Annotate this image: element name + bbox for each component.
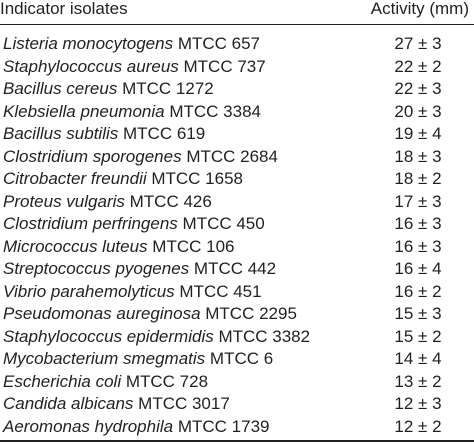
strain-id: MTCC 1658 <box>151 169 243 188</box>
table-row: Bacillus subtilis MTCC 619 19 ± 4 <box>0 123 474 146</box>
strain-id: MTCC 657 <box>177 34 261 53</box>
species-name: Candida albicans <box>3 394 134 413</box>
isolate-name-cell: Proteus vulgaris MTCC 426 <box>3 191 212 213</box>
table-row: Candida albicans MTCC 3017 12 ± 3 <box>0 393 474 416</box>
strain-id: MTCC 619 <box>123 124 206 143</box>
isolate-name-cell: Micrococcus luteus MTCC 106 <box>3 236 234 258</box>
activity-value: 12 ± 3 <box>394 394 442 413</box>
activity-value: 19 ± 4 <box>394 124 442 143</box>
table-row: Escherichia coli MTCC 728 13 ± 2 <box>0 371 474 394</box>
table-row: Vibrio parahemolyticus MTCC 451 16 ± 2 <box>0 281 474 304</box>
species-name: Streptococcus pyogenes <box>3 259 190 278</box>
activity-value: 18 ± 2 <box>394 169 442 188</box>
table-row: Aeromonas hydrophila MTCC 1739 12 ± 2 <box>0 416 474 439</box>
strain-id: MTCC 451 <box>179 281 262 301</box>
strain-id: MTCC 6 <box>209 349 274 368</box>
isolate-name-cell: Citrobacter freundii MTCC 1658 <box>3 168 243 190</box>
strain-id: MTCC 1739 <box>177 416 270 436</box>
species-name: Micrococcus luteus <box>3 236 148 256</box>
activity-value: 15 ± 2 <box>394 326 442 346</box>
species-name: Clostridium perfringens <box>3 214 178 233</box>
activity-value: 16 ± 2 <box>394 281 442 301</box>
header-activity: Activity (mm) <box>370 0 469 18</box>
header-rule <box>0 24 474 25</box>
isolate-name-cell: Bacillus cereus MTCC 1272 <box>3 78 214 100</box>
activity-value: 17 ± 3 <box>394 191 442 211</box>
species-name: Klebsiella pneumonia <box>3 101 165 121</box>
strain-id: MTCC 2684 <box>186 146 278 166</box>
strain-id: MTCC 106 <box>152 236 235 256</box>
table-row: Staphylococcus epidermidis MTCC 3382 15 … <box>0 326 474 349</box>
table-row: Pseudomonas aureginosa MTCC 2295 15 ± 3 <box>0 303 474 326</box>
activity-value: 20 ± 3 <box>394 101 442 121</box>
isolate-name-cell: Listeria monocytogens MTCC 657 <box>3 33 260 55</box>
species-name: Aeromonas hydrophila <box>3 416 174 436</box>
species-name: Vibrio parahemolyticus <box>3 281 175 301</box>
strain-id: MTCC 3017 <box>138 394 230 413</box>
table-row: Listeria monocytogens MTCC 657 27 ± 3 <box>0 33 474 56</box>
header-indicator-isolates: Indicator isolates <box>0 0 128 18</box>
strain-id: MTCC 737 <box>183 56 266 76</box>
isolate-name-cell: Klebsiella pneumonia MTCC 3384 <box>3 101 261 123</box>
table-row: Mycobacterium smegmatis MTCC 6 14 ± 4 <box>0 348 474 371</box>
table-row: Staphylococcus aureus MTCC 737 22 ± 2 <box>0 56 474 79</box>
activity-value: 16 ± 4 <box>394 259 442 278</box>
species-name: Listeria monocytogens <box>3 34 174 53</box>
table-row: Bacillus cereus MTCC 1272 22 ± 3 <box>0 78 474 101</box>
activity-value: 22 ± 3 <box>394 79 442 98</box>
activity-value: 13 ± 2 <box>394 371 442 391</box>
strain-id: MTCC 426 <box>129 191 212 211</box>
isolate-name-cell: Aeromonas hydrophila MTCC 1739 <box>3 416 269 438</box>
isolate-name-cell: Staphylococcus aureus MTCC 737 <box>3 56 266 78</box>
bottom-rule <box>0 440 474 442</box>
table-row: Clostridium sporogenes MTCC 2684 18 ± 3 <box>0 146 474 169</box>
isolate-name-cell: Vibrio parahemolyticus MTCC 451 <box>3 281 262 303</box>
species-name: Staphylococcus epidermidis <box>3 326 214 346</box>
activity-value: 22 ± 2 <box>394 56 442 76</box>
isolate-name-cell: Escherichia coli MTCC 728 <box>3 371 208 393</box>
species-name: Bacillus subtilis <box>3 124 119 143</box>
isolate-name-cell: Bacillus subtilis MTCC 619 <box>3 123 205 145</box>
species-name: Proteus vulgaris <box>3 191 125 211</box>
species-name: Escherichia coli <box>3 371 122 391</box>
strain-id: MTCC 1272 <box>122 79 214 98</box>
isolate-name-cell: Staphylococcus epidermidis MTCC 3382 <box>3 326 310 348</box>
isolate-name-cell: Clostridium perfringens MTCC 450 <box>3 213 265 235</box>
activity-value: 15 ± 3 <box>394 304 442 323</box>
species-name: Mycobacterium smegmatis <box>3 349 206 368</box>
activity-value: 12 ± 2 <box>394 416 442 436</box>
strain-id: MTCC 2295 <box>205 304 297 323</box>
isolate-name-cell: Mycobacterium smegmatis MTCC 6 <box>3 348 273 370</box>
activity-value: 18 ± 3 <box>394 146 442 166</box>
isolate-name-cell: Candida albicans MTCC 3017 <box>3 393 230 415</box>
table-row: Proteus vulgaris MTCC 426 17 ± 3 <box>0 191 474 214</box>
isolate-name-cell: Pseudomonas aureginosa MTCC 2295 <box>3 303 297 325</box>
table-row: Micrococcus luteus MTCC 106 16 ± 3 <box>0 236 474 259</box>
strain-id: MTCC 450 <box>182 214 265 233</box>
isolate-name-cell: Clostridium sporogenes MTCC 2684 <box>3 146 278 168</box>
species-name: Citrobacter freundii <box>3 169 147 188</box>
species-name: Clostridium sporogenes <box>3 146 182 166</box>
activity-value: 14 ± 4 <box>394 349 442 368</box>
table-header-row: Indicator isolates Activity (mm) <box>0 0 474 24</box>
table-row: Clostridium perfringens MTCC 450 16 ± 3 <box>0 213 474 236</box>
strain-id: MTCC 728 <box>125 371 209 391</box>
strain-id: MTCC 3382 <box>218 326 311 346</box>
species-name: Staphylococcus aureus <box>3 56 179 76</box>
table-row: Klebsiella pneumonia MTCC 3384 20 ± 3 <box>0 101 474 124</box>
strain-id: MTCC 442 <box>193 259 277 278</box>
table-row: Streptococcus pyogenes MTCC 442 16 ± 4 <box>0 258 474 281</box>
table-row: Citrobacter freundii MTCC 1658 18 ± 2 <box>0 168 474 191</box>
isolate-name-cell: Streptococcus pyogenes MTCC 442 <box>3 258 276 280</box>
species-name: Pseudomonas aureginosa <box>3 304 201 323</box>
activity-value: 27 ± 3 <box>394 34 442 53</box>
activity-value: 16 ± 3 <box>394 236 442 256</box>
species-name: Bacillus cereus <box>3 79 118 98</box>
activity-value: 16 ± 3 <box>394 214 442 233</box>
strain-id: MTCC 3384 <box>169 101 261 121</box>
table-body: Listeria monocytogens MTCC 657 27 ± 3 St… <box>0 33 474 438</box>
